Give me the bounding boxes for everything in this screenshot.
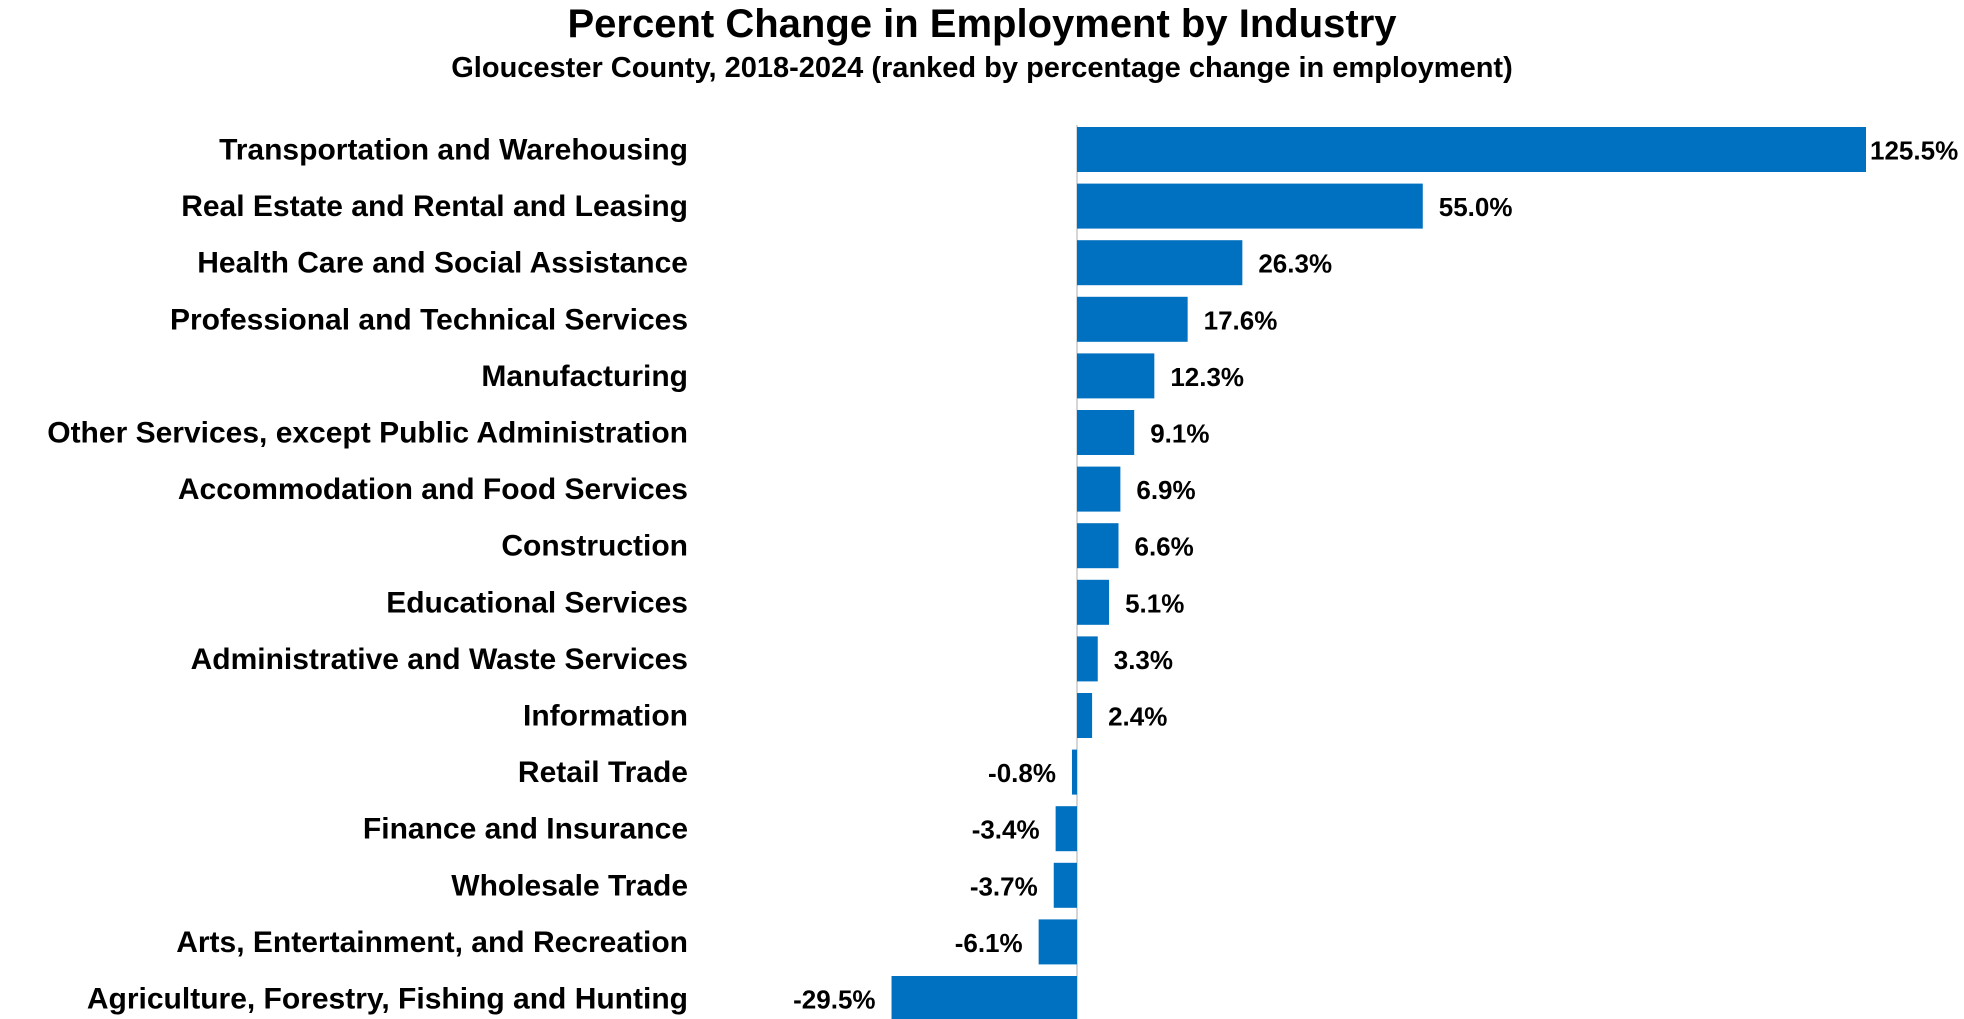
bar xyxy=(1077,636,1098,682)
data-label: 5.1% xyxy=(1125,588,1184,618)
category-label: Administrative and Waste Services xyxy=(191,643,688,676)
bar xyxy=(1077,410,1135,455)
category-label: Arts, Entertainment, and Recreation xyxy=(176,926,688,959)
data-label: 3.3% xyxy=(1114,645,1173,675)
category-label: Finance and Insurance xyxy=(363,813,688,846)
bar xyxy=(891,976,1077,1019)
data-label: 12.3% xyxy=(1170,362,1244,392)
data-label: 17.6% xyxy=(1204,305,1278,335)
data-label: 55.0% xyxy=(1439,192,1513,222)
bar xyxy=(1077,466,1121,512)
bar xyxy=(1077,240,1243,286)
category-label: Real Estate and Rental and Leasing xyxy=(181,190,688,223)
bar xyxy=(1077,693,1093,738)
category-label: Information xyxy=(523,700,688,733)
bar xyxy=(1077,579,1110,625)
category-label: Transportation and Warehousing xyxy=(219,134,688,167)
category-label: Professional and Technical Services xyxy=(170,303,688,336)
bar xyxy=(1077,353,1155,399)
category-label: Educational Services xyxy=(386,586,688,619)
bar xyxy=(1077,523,1119,569)
category-label: Wholesale Trade xyxy=(451,869,688,902)
bar xyxy=(1055,806,1077,852)
bar xyxy=(1038,919,1077,965)
category-label: Retail Trade xyxy=(518,756,688,789)
category-label: Agriculture, Forestry, Fishing and Hunti… xyxy=(87,983,688,1016)
category-label: Health Care and Social Assistance xyxy=(197,247,688,280)
data-label: 9.1% xyxy=(1150,419,1209,449)
category-label: Manufacturing xyxy=(481,360,688,393)
data-label: 6.6% xyxy=(1134,532,1193,562)
category-label: Other Services, except Public Administra… xyxy=(47,417,688,450)
data-label: 6.9% xyxy=(1136,475,1195,505)
chart-title: Percent Change in Employment by Industry xyxy=(567,2,1397,46)
category-label: Construction xyxy=(501,530,688,563)
data-label: 26.3% xyxy=(1258,249,1332,279)
data-label: 2.4% xyxy=(1108,702,1167,732)
data-label: -29.5% xyxy=(793,985,875,1015)
bar xyxy=(1077,127,1866,172)
data-label: 125.5% xyxy=(1870,136,1958,166)
category-label: Accommodation and Food Services xyxy=(178,473,688,506)
bar xyxy=(1077,296,1188,342)
chart-subtitle: Gloucester County, 2018-2024 (ranked by … xyxy=(451,52,1513,84)
bar xyxy=(1053,862,1077,908)
data-label: -0.8% xyxy=(988,758,1056,788)
bar xyxy=(1077,183,1423,229)
data-label: -6.1% xyxy=(955,928,1023,958)
bar xyxy=(1071,749,1077,795)
data-label: -3.4% xyxy=(972,815,1040,845)
data-label: -3.7% xyxy=(970,871,1038,901)
